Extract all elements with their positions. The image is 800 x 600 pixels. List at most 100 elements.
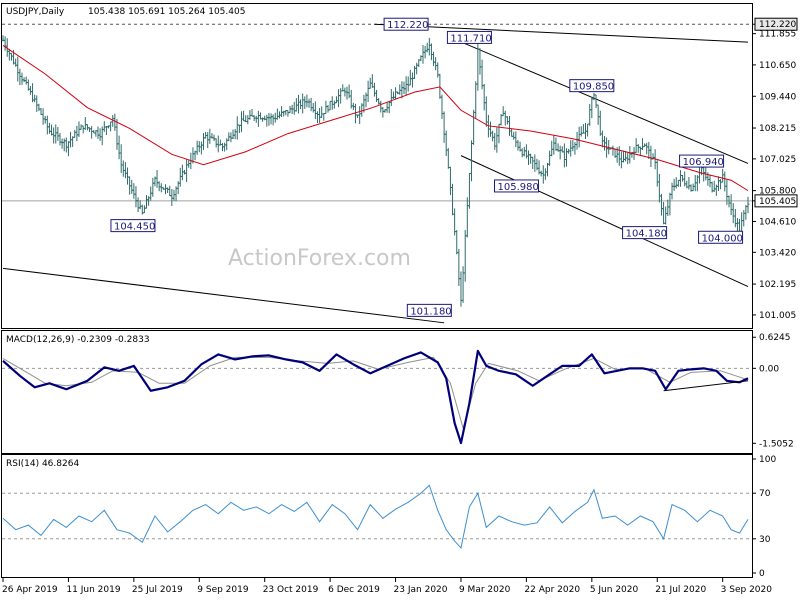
price-bar [451,183,455,216]
price-bar [31,83,35,103]
rsi-series-line [2,484,749,549]
price-bar [168,185,172,197]
price-bar [45,115,49,135]
price-bar [546,162,550,177]
price-bar [324,100,328,115]
price-bar [628,145,632,164]
price-bar [501,106,505,117]
price-bar [64,137,68,153]
annotation-label: 104.000 [702,233,743,244]
price-tick-label: 101.005 [759,311,796,321]
chart-title: USDJPY,Daily [6,7,65,17]
price-bar [687,176,691,190]
price-bar [237,124,241,134]
price-bar [117,135,121,160]
trendline-1 [2,267,445,324]
price-bar [387,101,391,114]
price-bar [299,99,303,110]
price-bar [408,69,412,86]
price-bar [22,77,26,83]
price-bar [311,103,315,113]
price-bar [655,160,659,187]
price-bar [402,81,406,94]
price-tick-label: 105.800 [759,187,796,197]
price-bar [3,36,7,51]
macd-lines [2,349,752,445]
price-bar [619,151,623,169]
price-tick-label: 102.195 [759,280,796,290]
price-bar [305,94,309,108]
price-bar [442,111,446,143]
macd-title: MACD(12,26,9) -0.2309 -0.2833 [6,335,150,345]
annotation-box [383,17,429,31]
price-bar [522,146,526,157]
price-bar [461,266,465,303]
price-bar [345,86,349,100]
price-bar [292,101,296,115]
price-bar [134,186,138,208]
price-bar [157,181,161,192]
annotation-box [679,154,725,168]
date-tick-label: 5 Jun 2020 [590,585,639,595]
rsi-panel [1,454,753,578]
price-bar [657,173,661,203]
annotation-box [698,230,744,244]
date-tick-label: 6 Dec 2019 [328,585,380,595]
price-bar [170,189,174,206]
price-bars [1,35,750,307]
price-bar [482,83,486,111]
price-bar [617,146,621,166]
price-bar [594,94,598,109]
date-axis: 26 Apr 2019 11 Jun 2019 25 Jul 2019 9 Sep 2… [2,578,772,595]
price-bar [581,124,585,134]
price-bar [39,108,43,115]
price-bar [543,168,547,180]
price-bar [195,140,199,155]
price-bar [596,104,600,125]
price-bar [233,128,237,140]
price-bar [664,206,668,225]
price-bar [510,128,514,137]
price-bar [421,44,425,64]
price-bar [611,145,615,156]
price-bar [83,117,87,130]
price-bar [88,127,92,133]
price-bar [448,166,452,196]
price-bar [659,193,663,216]
price-bar [394,87,398,100]
annotation-label: 105.980 [498,182,539,193]
price-bar [178,167,182,187]
price-bar [558,145,562,160]
price-bar [201,133,205,150]
price-tick-label: 103.420 [759,248,796,258]
price-bar [60,138,64,149]
price-bar [516,139,520,151]
price-bar [273,112,277,123]
price-bar [474,81,478,119]
price-bar [432,51,436,67]
price-bar [697,165,701,184]
price-bar [109,121,113,132]
price-bar [457,248,461,286]
price-bar [489,121,493,137]
price-bar [250,109,254,117]
trendline-3 [460,155,749,287]
price-bar [465,197,469,238]
price-tick-label: 108.215 [759,124,796,134]
price-bar [670,182,674,200]
price-bar [478,48,482,75]
price-bar [514,131,518,148]
price-bar [731,203,735,224]
price-bar [676,179,680,187]
date-tick-label: 26 Apr 2019 [2,585,58,595]
annotation-box [494,179,540,193]
price-bar [729,194,733,216]
annotation-label: 104.180 [626,229,667,240]
price-bar [708,175,712,188]
price-bar [164,184,168,195]
price-bar [330,96,334,110]
price-bar [678,170,682,187]
price-bar [185,159,189,182]
price-bar [440,94,444,119]
price-bar [54,124,58,144]
